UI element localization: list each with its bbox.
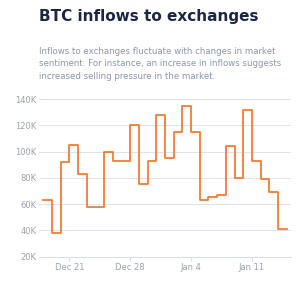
Text: Inflows to exchanges fluctuate with changes in market
sentiment. For instance, a: Inflows to exchanges fluctuate with chan… <box>39 47 281 81</box>
Text: BTC inflows to exchanges: BTC inflows to exchanges <box>39 9 259 24</box>
